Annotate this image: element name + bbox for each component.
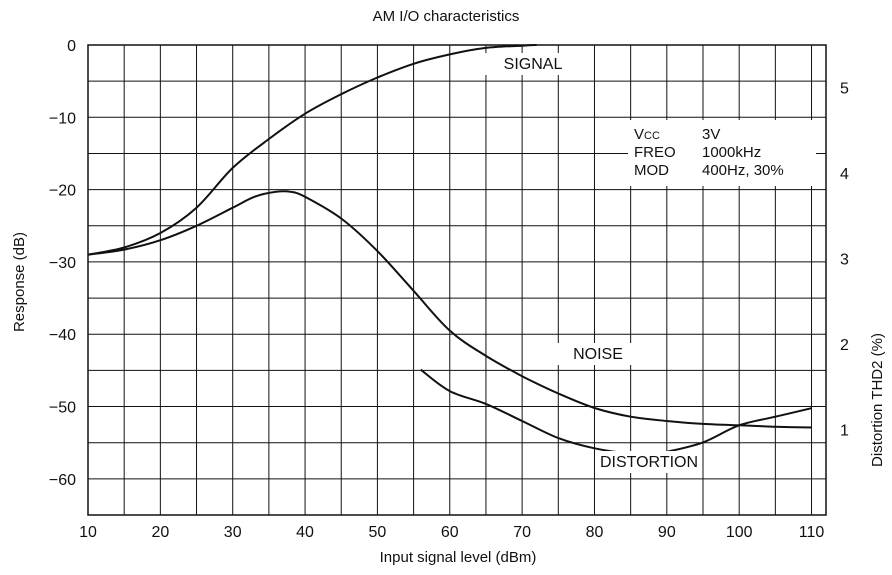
conditions-box-bg [628,120,816,186]
y-tick-label: −20 [49,183,76,200]
signal-curve [87,44,537,256]
y2-axis-label: Distortion THD2 (%) [869,333,886,467]
plot-frame [87,44,827,516]
grid-lines [88,45,826,515]
y2-tick-label: 4 [840,166,849,183]
x-tick-label: 80 [586,524,604,541]
x-axis-label: Input signal level (dBm) [380,549,537,566]
x-tick-label: 20 [151,524,169,541]
x-tick-label: 70 [513,524,531,541]
condition-label: VCC [634,126,660,143]
x-tick-label: 10 [79,524,97,541]
signal-label-bg [485,53,581,75]
y-axis-label: Response (dB) [11,232,28,332]
noise-curve [87,190,812,429]
y-tick-label: −50 [49,400,76,417]
distortion-label-bg [601,451,697,473]
signal-label: SIGNAL [504,56,563,73]
distortion-curve [420,368,812,455]
x-tick-label: 60 [441,524,459,541]
chart-title: AM I/O characteristics [372,8,520,25]
x-tick-label: 100 [726,524,753,541]
distortion-label: DISTORTION [600,454,698,471]
noise-label: NOISE [573,346,623,363]
x-tick-label: 40 [296,524,314,541]
y-tick-label: −30 [49,255,76,272]
y-tick-label: 0 [67,38,76,55]
y2-tick-label: 5 [840,81,849,98]
condition-label: MOD [634,162,669,179]
x-tick-label: 90 [658,524,676,541]
y2-tick-labels: 1 2 3 4 5 [840,81,849,440]
y-tick-label: −40 [49,327,76,344]
series-labels: SIGNAL NOISE DISTORTION [485,53,698,473]
x-tick-label: 50 [369,524,387,541]
x-tick-label: 110 [799,524,825,541]
condition-value: 1000kHz [702,144,761,161]
x-tick-label: 30 [224,524,242,541]
conditions-box: VCC 3V FREO 1000kHz MOD 400Hz, 30% [634,126,784,179]
y2-tick-label: 3 [840,252,849,269]
y2-tick-label: 2 [840,337,849,354]
condition-value: 3V [702,126,720,143]
x-tick-labels: 10 20 30 40 50 60 70 80 90 100 110 [79,524,824,541]
condition-label: FREO [634,144,676,161]
y2-tick-label: 1 [840,423,849,440]
noise-label-bg [550,343,646,365]
condition-value: 400Hz, 30% [702,162,784,179]
y-tick-labels: 0 −10 −20 −30 −40 −50 −60 [49,38,76,489]
y-tick-label: −60 [49,472,76,489]
y-tick-label: −10 [49,110,76,127]
